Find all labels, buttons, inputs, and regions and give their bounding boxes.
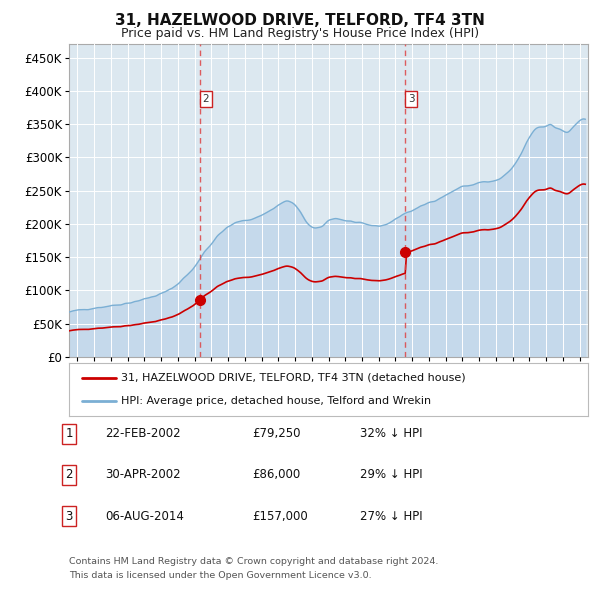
Text: HPI: Average price, detached house, Telford and Wrekin: HPI: Average price, detached house, Telf… (121, 396, 431, 406)
Text: 1: 1 (65, 427, 73, 440)
Text: 32% ↓ HPI: 32% ↓ HPI (360, 427, 422, 440)
Text: 27% ↓ HPI: 27% ↓ HPI (360, 510, 422, 523)
Text: 29% ↓ HPI: 29% ↓ HPI (360, 468, 422, 481)
Text: £86,000: £86,000 (252, 468, 300, 481)
Text: £79,250: £79,250 (252, 427, 301, 440)
Text: 06-AUG-2014: 06-AUG-2014 (105, 510, 184, 523)
Text: Price paid vs. HM Land Registry's House Price Index (HPI): Price paid vs. HM Land Registry's House … (121, 27, 479, 40)
Text: £157,000: £157,000 (252, 510, 308, 523)
Text: 2: 2 (203, 94, 209, 104)
Text: This data is licensed under the Open Government Licence v3.0.: This data is licensed under the Open Gov… (69, 571, 371, 580)
Text: Contains HM Land Registry data © Crown copyright and database right 2024.: Contains HM Land Registry data © Crown c… (69, 557, 439, 566)
Text: 31, HAZELWOOD DRIVE, TELFORD, TF4 3TN: 31, HAZELWOOD DRIVE, TELFORD, TF4 3TN (115, 13, 485, 28)
Text: 22-FEB-2002: 22-FEB-2002 (105, 427, 181, 440)
Text: 3: 3 (65, 510, 73, 523)
Text: 31, HAZELWOOD DRIVE, TELFORD, TF4 3TN (detached house): 31, HAZELWOOD DRIVE, TELFORD, TF4 3TN (d… (121, 373, 466, 383)
Text: 2: 2 (65, 468, 73, 481)
Text: 3: 3 (408, 94, 415, 104)
Text: 30-APR-2002: 30-APR-2002 (105, 468, 181, 481)
